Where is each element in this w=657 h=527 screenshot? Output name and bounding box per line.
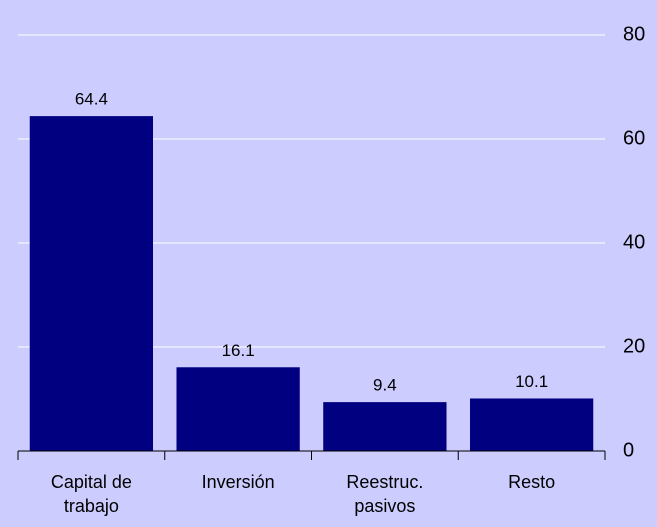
y-tick-label: 40 xyxy=(623,231,645,253)
value-label: 64.4 xyxy=(75,90,108,109)
bar xyxy=(469,398,594,451)
value-label: 10.1 xyxy=(515,372,548,391)
value-label: 16.1 xyxy=(222,341,255,360)
y-tick-label: 60 xyxy=(623,127,645,149)
bar xyxy=(29,116,154,452)
x-tick-label: Reestruc. pasivos xyxy=(346,472,424,516)
y-tick-label: 80 xyxy=(623,23,645,45)
x-tick-label: Inversión xyxy=(201,472,275,492)
value-label: 9.4 xyxy=(373,376,397,395)
bar xyxy=(323,402,447,451)
x-tick-label: Capital de trabajo xyxy=(50,472,132,516)
y-tick-label: 0 xyxy=(623,439,634,461)
x-tick-label: Resto xyxy=(508,472,556,492)
y-tick-label: 20 xyxy=(623,335,645,357)
bar xyxy=(176,367,300,451)
